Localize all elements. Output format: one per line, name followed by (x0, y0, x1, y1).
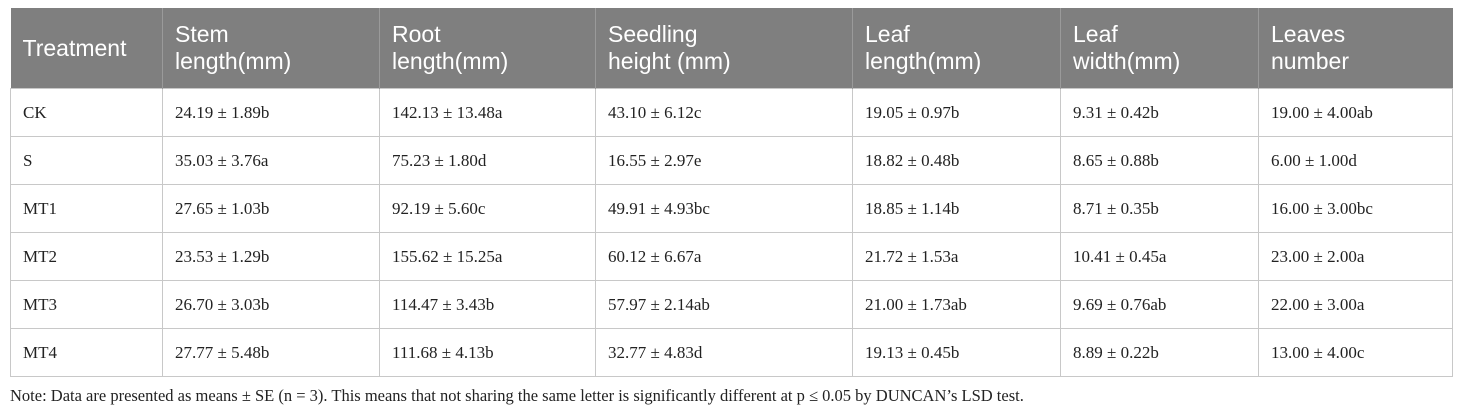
table-container: Treatment Stem length(mm) Root length(mm) S… (10, 8, 1453, 377)
table-cell: 18.82 ± 0.48b (852, 136, 1061, 185)
column-header: Leaf length(mm) (852, 8, 1061, 89)
table-note: Note: Data are presented as means ± SE (… (10, 386, 1024, 405)
table-cell: 21.72 ± 1.53a (852, 232, 1061, 281)
table-cell: 75.23 ± 1.80d (379, 136, 596, 185)
table-cell: 23.53 ± 1.29b (162, 232, 380, 281)
table-cell: 32.77 ± 4.83d (595, 328, 853, 377)
table-cell: 9.69 ± 0.76ab (1060, 280, 1259, 329)
table-cell: 19.13 ± 0.45b (852, 328, 1061, 377)
table-row: MT4 27.77 ± 5.48b 111.68 ± 4.13b 32.77 ± 4.… (10, 328, 1453, 377)
table-cell: 19.05 ± 0.97b (852, 88, 1061, 137)
table-cell: 60.12 ± 6.67a (595, 232, 853, 281)
table-cell: 9.31 ± 0.42b (1060, 88, 1259, 137)
table-cell: 155.62 ± 15.25a (379, 232, 596, 281)
table-cell: 22.00 ± 3.00a (1258, 280, 1453, 329)
table-cell: 92.19 ± 5.60c (379, 184, 596, 233)
table-cell: 19.00 ± 4.00ab (1258, 88, 1453, 137)
row-label: S (10, 136, 163, 185)
row-label: MT3 (10, 280, 163, 329)
column-header: Treatment (10, 8, 163, 89)
table-row: CK 24.19 ± 1.89b 142.13 ± 13.48a 43.10 ± 6.… (10, 88, 1453, 137)
table-row: S 35.03 ± 3.76a 75.23 ± 1.80d 16.55 ± 2.97e… (10, 136, 1453, 185)
table-cell: 26.70 ± 3.03b (162, 280, 380, 329)
table-cell: 35.03 ± 3.76a (162, 136, 380, 185)
table-row: MT3 26.70 ± 3.03b 114.47 ± 3.43b 57.97 ± 2.… (10, 280, 1453, 329)
table-cell: 27.65 ± 1.03b (162, 184, 380, 233)
table-cell: 18.85 ± 1.14b (852, 184, 1061, 233)
table-cell: 21.00 ± 1.73ab (852, 280, 1061, 329)
column-header: Root length(mm) (379, 8, 596, 89)
table-cell: 23.00 ± 2.00a (1258, 232, 1453, 281)
table-cell: 6.00 ± 1.00d (1258, 136, 1453, 185)
table-cell: 114.47 ± 3.43b (379, 280, 596, 329)
row-label: MT1 (10, 184, 163, 233)
table-row: MT1 27.65 ± 1.03b 92.19 ± 5.60c 49.91 ± 4.9… (10, 184, 1453, 233)
table-cell: 57.97 ± 2.14ab (595, 280, 853, 329)
column-header: Leaf width(mm) (1060, 8, 1259, 89)
table-cell: 13.00 ± 4.00c (1258, 328, 1453, 377)
table-body: CK 24.19 ± 1.89b 142.13 ± 13.48a 43.10 ± 6.… (10, 88, 1453, 377)
table-row: MT2 23.53 ± 1.29b 155.62 ± 15.25a 60.12 ± 6… (10, 232, 1453, 281)
column-header: Stem length(mm) (162, 8, 380, 89)
column-header: Seedling height (mm) (595, 8, 853, 89)
table-cell: 43.10 ± 6.12c (595, 88, 853, 137)
table-cell: 24.19 ± 1.89b (162, 88, 380, 137)
row-label: CK (10, 88, 163, 137)
table-cell: 27.77 ± 5.48b (162, 328, 380, 377)
table-cell: 111.68 ± 4.13b (379, 328, 596, 377)
table-cell: 10.41 ± 0.45a (1060, 232, 1259, 281)
row-label: MT2 (10, 232, 163, 281)
row-label: MT4 (10, 328, 163, 377)
table-cell: 8.89 ± 0.22b (1060, 328, 1259, 377)
table-cell: 16.55 ± 2.97e (595, 136, 853, 185)
table-cell: 8.65 ± 0.88b (1060, 136, 1259, 185)
table-head: Treatment Stem length(mm) Root length(mm) S… (10, 8, 1453, 89)
header-row: Treatment Stem length(mm) Root length(mm) S… (10, 8, 1453, 89)
table-cell: 8.71 ± 0.35b (1060, 184, 1259, 233)
data-table: Treatment Stem length(mm) Root length(mm) S… (10, 8, 1453, 377)
table-cell: 142.13 ± 13.48a (379, 88, 596, 137)
column-header: Leaves number (1258, 8, 1453, 89)
table-cell: 16.00 ± 3.00bc (1258, 184, 1453, 233)
table-cell: 49.91 ± 4.93bc (595, 184, 853, 233)
